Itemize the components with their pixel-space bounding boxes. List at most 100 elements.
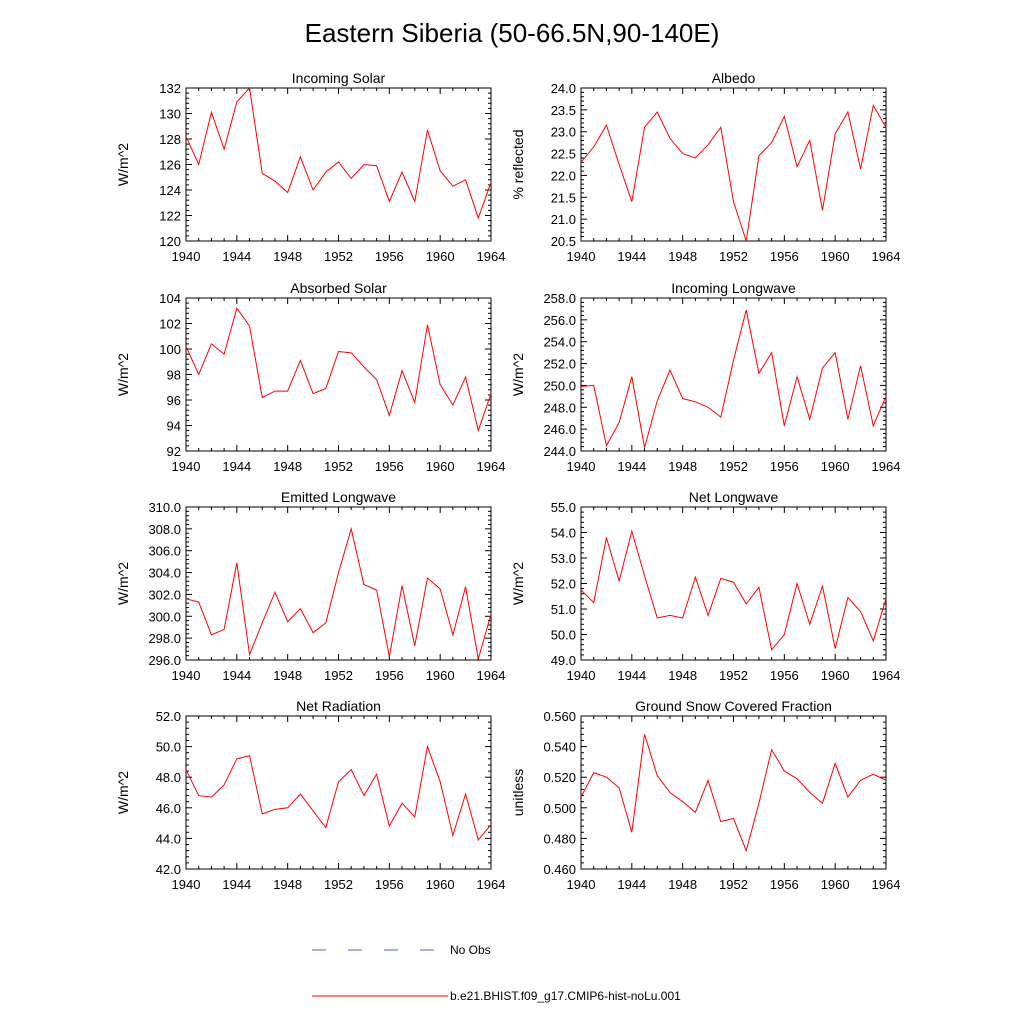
x-tick-label: 1964 (477, 459, 506, 474)
y-tick-label: 308.0 (148, 522, 181, 537)
y-tick-label: 128 (159, 132, 181, 147)
x-tick-label: 1944 (617, 249, 646, 264)
y-tick-label: 49.0 (551, 653, 576, 668)
x-tick-label: 1960 (426, 668, 455, 683)
y-tick-label: 42.0 (156, 862, 181, 877)
x-tick-label: 1964 (872, 459, 901, 474)
y-tick-label: 0.460 (543, 862, 576, 877)
x-tick-label: 1944 (222, 459, 251, 474)
y-tick-label: 51.0 (551, 602, 576, 617)
x-tick-label: 1940 (172, 877, 201, 892)
plot-frame (185, 297, 492, 452)
panel: Albedo % reflected 1940 1944 1948 1952 1956 196… (510, 70, 900, 264)
x-tick-label: 1964 (477, 877, 506, 892)
y-tick-label: 0.480 (543, 831, 576, 846)
y-tick-label: 104 (159, 291, 181, 306)
x-tick-label: 1940 (567, 459, 596, 474)
series-line (580, 734, 887, 853)
y-tick-label: 310.0 (148, 500, 181, 515)
y-axis-label: W/m^2 (510, 562, 526, 605)
y-tick-label: 54.0 (551, 526, 576, 541)
x-tick-label: 1952 (324, 249, 353, 264)
y-tick-label: 44.0 (156, 831, 181, 846)
y-tick-label: 22.5 (551, 147, 576, 162)
panel-title: Emitted Longwave (281, 489, 396, 505)
x-tick-label: 1944 (617, 668, 646, 683)
plot-frame (580, 506, 887, 661)
y-tick-label: 248.0 (543, 400, 576, 415)
panel-title: Incoming Longwave (671, 280, 796, 296)
x-tick-label: 1960 (821, 249, 850, 264)
x-tick-label: 1964 (872, 668, 901, 683)
panel: Emitted Longwave W/m^2 1940 1944 1948 1952 195… (115, 489, 505, 683)
y-tick-label: 0.500 (543, 801, 576, 816)
y-tick-label: 124 (159, 183, 181, 198)
y-tick-label: 120 (159, 234, 181, 249)
x-tick-label: 1960 (426, 459, 455, 474)
plot-frame (580, 87, 887, 242)
y-tick-label: 258.0 (543, 291, 576, 306)
y-tick-label: 50.0 (156, 740, 181, 755)
panel: Absorbed Solar W/m^2 1940 1944 1948 1952 1956 1… (115, 280, 505, 474)
x-tick-label: 1960 (821, 459, 850, 474)
panel: Ground Snow Covered Fraction unitless 1940… (510, 698, 900, 892)
y-tick-label: 0.520 (543, 770, 576, 785)
x-tick-label: 1952 (324, 877, 353, 892)
x-tick-label: 1948 (668, 249, 697, 264)
legend: No Obs b.e21.BHIST.f09_g17.CMIP6-hist-no… (312, 943, 681, 1003)
plot-frame (580, 297, 887, 452)
x-tick-label: 1964 (477, 249, 506, 264)
plot-frame (185, 506, 492, 661)
plot-frame (185, 715, 492, 870)
y-tick-label: 252.0 (543, 357, 576, 372)
y-tick-label: 52.0 (551, 577, 576, 592)
panels: Incoming Solar W/m^2 1940 1944 1948 1952 1956 1… (115, 70, 900, 892)
x-tick-label: 1960 (426, 877, 455, 892)
x-tick-label: 1956 (375, 877, 404, 892)
x-tick-label: 1956 (375, 249, 404, 264)
x-tick-label: 1940 (172, 668, 201, 683)
x-tick-label: 1948 (273, 668, 302, 683)
series-line (185, 744, 492, 841)
x-tick-label: 1944 (222, 249, 251, 264)
y-tick-label: 48.0 (156, 770, 181, 785)
x-tick-label: 1940 (567, 249, 596, 264)
y-tick-label: 122 (159, 209, 181, 224)
y-tick-label: 296.0 (148, 653, 181, 668)
y-axis-label: unitless (510, 769, 526, 816)
x-tick-label: 1952 (719, 877, 748, 892)
y-tick-label: 100 (159, 342, 181, 357)
y-tick-label: 102 (159, 317, 181, 332)
panel-title: Net Longwave (689, 489, 779, 505)
x-tick-label: 1948 (273, 249, 302, 264)
x-tick-label: 1952 (719, 668, 748, 683)
series-line (185, 526, 492, 660)
x-tick-label: 1948 (668, 877, 697, 892)
panel-title: Albedo (712, 70, 756, 86)
y-tick-label: 22.0 (551, 168, 576, 183)
x-tick-label: 1944 (617, 459, 646, 474)
x-tick-label: 1952 (719, 459, 748, 474)
y-tick-label: 244.0 (543, 444, 576, 459)
figure-title: Eastern Siberia (50-66.5N,90-140E) (305, 18, 720, 48)
x-tick-label: 1952 (324, 668, 353, 683)
panel: Net Radiation W/m^2 1940 1944 1948 1952 1956 19… (115, 698, 505, 892)
panel-title: Incoming Solar (292, 70, 386, 86)
y-tick-label: 21.5 (551, 190, 576, 205)
y-tick-label: 132 (159, 81, 181, 96)
y-tick-label: 52.0 (156, 709, 181, 724)
y-tick-label: 55.0 (551, 500, 576, 515)
y-tick-label: 246.0 (543, 422, 576, 437)
x-tick-label: 1964 (477, 668, 506, 683)
y-axis-label: W/m^2 (115, 143, 131, 186)
y-tick-label: 0.540 (543, 740, 576, 755)
series-line (580, 529, 887, 651)
y-tick-label: 130 (159, 107, 181, 122)
y-tick-label: 256.0 (543, 313, 576, 328)
y-tick-label: 254.0 (543, 335, 576, 350)
panel: Incoming Longwave W/m^2 1940 1944 1948 1952 19… (510, 280, 900, 474)
y-tick-label: 24.0 (551, 81, 576, 96)
panel-title: Net Radiation (296, 698, 381, 714)
x-tick-label: 1948 (668, 459, 697, 474)
